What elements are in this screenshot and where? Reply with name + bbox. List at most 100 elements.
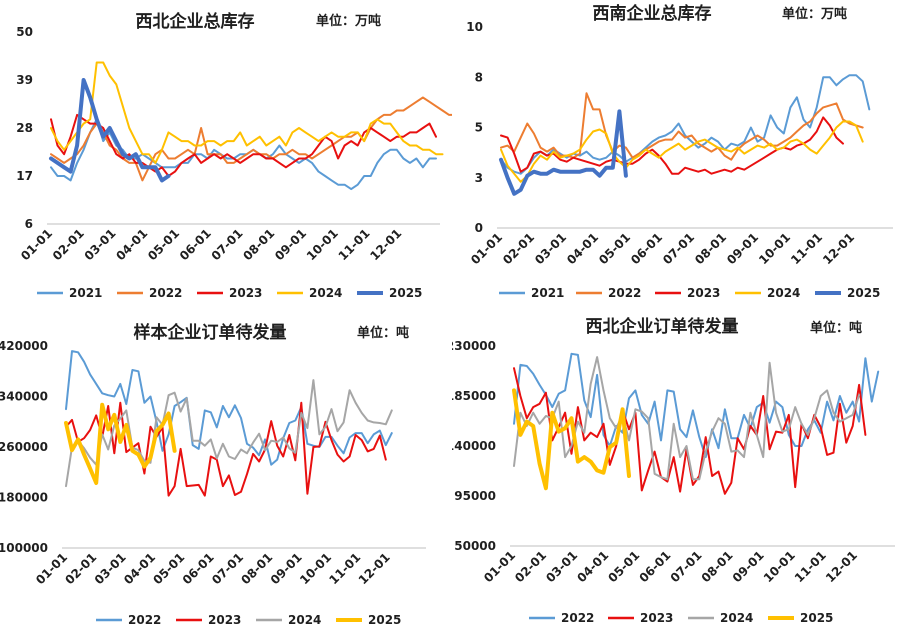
x-tick-label: 06-01 <box>636 548 673 585</box>
x-tick-label: 05-01 <box>145 226 182 263</box>
y-tick-label: 180000 <box>0 491 48 505</box>
y-tick-label: 39 <box>16 73 33 87</box>
series-line-2024 <box>513 356 861 481</box>
y-tick-label: 100000 <box>0 541 48 555</box>
x-tick-label: 07-01 <box>209 226 246 263</box>
legend-label-2022: 2022 <box>128 613 161 627</box>
y-tick-label: 340000 <box>0 390 48 404</box>
chart-unit: 单位：吨 <box>810 320 862 336</box>
y-tick-label: 230000 <box>452 339 496 353</box>
x-tick-label: 06-01 <box>628 230 665 267</box>
x-tick-label: 01-01 <box>33 550 70 587</box>
x-tick-label: 05-01 <box>605 548 642 585</box>
legend-label-2022: 2022 <box>561 611 594 625</box>
series-line-2024 <box>65 379 393 488</box>
x-tick-label: 09-01 <box>268 550 305 587</box>
chart-unit: 单位：万吨 <box>782 6 847 22</box>
chart-svg-2: 西南企业总库存 单位：万吨 0 3 5 8 10 01-0102-0103-0104-01… <box>466 3 893 300</box>
chart-title: 西南企业总库存 <box>593 3 712 24</box>
x-tick-label: 02-01 <box>500 230 537 267</box>
legend-label-2025: 2025 <box>800 611 833 625</box>
y-tick-label: 8 <box>475 70 483 84</box>
chart-panel-2: 西南企业总库存 单位：万吨 0 3 5 8 10 01-01 02-01 03-01 04-01… <box>452 0 903 316</box>
x-tick-label: 03-01 <box>543 548 580 585</box>
y-tick-label: 17 <box>16 169 33 183</box>
x-tick-label: 04-01 <box>121 550 158 587</box>
x-tick-label: 10-01 <box>761 548 798 585</box>
legend-label-2025: 2025 <box>847 286 880 300</box>
x-tick-label: 12-01 <box>356 550 393 587</box>
x-tick-label: 08-01 <box>240 226 277 263</box>
series-line-2021 <box>500 74 871 175</box>
x-tick-label: 01-01 <box>18 226 55 263</box>
series-line-2023 <box>500 116 844 175</box>
x-tick-label: 11-01 <box>788 230 825 267</box>
x-tick-label: 05-01 <box>150 550 187 587</box>
legend-label-2023: 2023 <box>229 286 262 300</box>
series-line-2025 <box>499 109 628 196</box>
x-tick-label: 06-01 <box>177 226 214 263</box>
x-tick-label: 01-01 <box>481 548 518 585</box>
x-tick-label: 07-01 <box>660 230 697 267</box>
x-tick-label: 02-01 <box>512 548 549 585</box>
x-tick-label: 12-01 <box>823 548 860 585</box>
series-line-2025 <box>64 402 177 485</box>
series-line-2023 <box>513 367 867 495</box>
x-tick-label: 04-01 <box>564 230 601 267</box>
legend-label-2023: 2023 <box>208 613 241 627</box>
x-tick-label: 08-01 <box>692 230 729 267</box>
chart-panel-4: 西北企业订单待发量 单位：吨 50000 95000 140000 185000 230… <box>452 316 903 632</box>
legend-label-2024: 2024 <box>720 611 753 625</box>
x-tick-label: 12-01 <box>820 230 857 267</box>
y-tick-label: 10 <box>466 20 483 34</box>
y-tick-label: 0 <box>475 221 483 235</box>
series-line-2024 <box>500 120 864 183</box>
x-tick-label: 07-01 <box>209 550 246 587</box>
chart-panel-3: 样本企业订单待发量 单位：吨 100000 180000 260000 340000 4… <box>0 316 452 632</box>
chart-title: 样本企业订单待发量 <box>134 322 287 343</box>
series-line-2024 <box>50 61 444 164</box>
series-line-2022 <box>513 352 880 459</box>
y-tick-label: 185000 <box>452 389 496 403</box>
x-tick-label: 03-01 <box>532 230 569 267</box>
y-tick-label: 6 <box>25 217 33 231</box>
x-tick-label: 11-01 <box>336 226 373 263</box>
chart-svg-3: 样本企业订单待发量 单位：吨 100000 180000 260000 340000 4… <box>0 322 426 627</box>
chart-unit: 单位：吨 <box>357 325 409 341</box>
x-tick-label: 12-01 <box>367 226 404 263</box>
x-tick-label: 03-01 <box>92 550 129 587</box>
chart-unit: 单位：万吨 <box>316 13 381 29</box>
legend-label-2022: 2022 <box>149 286 182 300</box>
series-line-2023 <box>65 401 387 497</box>
x-tick-label: 10-01 <box>297 550 334 587</box>
y-tick-label: 3 <box>475 171 483 185</box>
series-line-2025 <box>512 388 631 491</box>
x-tick-label: 09-01 <box>724 230 761 267</box>
x-tick-label: 11-01 <box>792 548 829 585</box>
chart-svg-4: 西北企业订单待发量 单位：吨 50000 95000 140000 185000 230… <box>452 316 895 625</box>
y-tick-label: 260000 <box>0 440 48 454</box>
x-tick-label: 06-01 <box>180 550 217 587</box>
chart-title: 西北企业总库存 <box>136 11 255 32</box>
legend-label-2024: 2024 <box>309 286 342 300</box>
y-tick-label: 5 <box>475 121 483 135</box>
x-tick-label: 09-01 <box>730 548 767 585</box>
x-tick-label: 05-01 <box>596 230 633 267</box>
x-tick-label: 04-01 <box>113 226 150 263</box>
x-tick-label: 08-01 <box>238 550 275 587</box>
legend-label-2024: 2024 <box>767 286 800 300</box>
series-line-2023 <box>50 113 437 177</box>
legend-label-2025: 2025 <box>389 286 422 300</box>
x-tick-label: 02-01 <box>62 550 99 587</box>
y-tick-label: 95000 <box>454 489 496 503</box>
x-tick-label: 10-01 <box>756 230 793 267</box>
legend-label-2021: 2021 <box>531 286 564 300</box>
legend-label-2023: 2023 <box>687 286 720 300</box>
series-line-2022 <box>500 92 864 161</box>
series-line-2022 <box>65 350 393 466</box>
y-tick-label: 50000 <box>454 539 496 553</box>
legend-label-2021: 2021 <box>69 286 102 300</box>
legend-label-2025: 2025 <box>368 613 401 627</box>
x-tick-label: 09-01 <box>272 226 309 263</box>
y-tick-label: 28 <box>16 121 33 135</box>
